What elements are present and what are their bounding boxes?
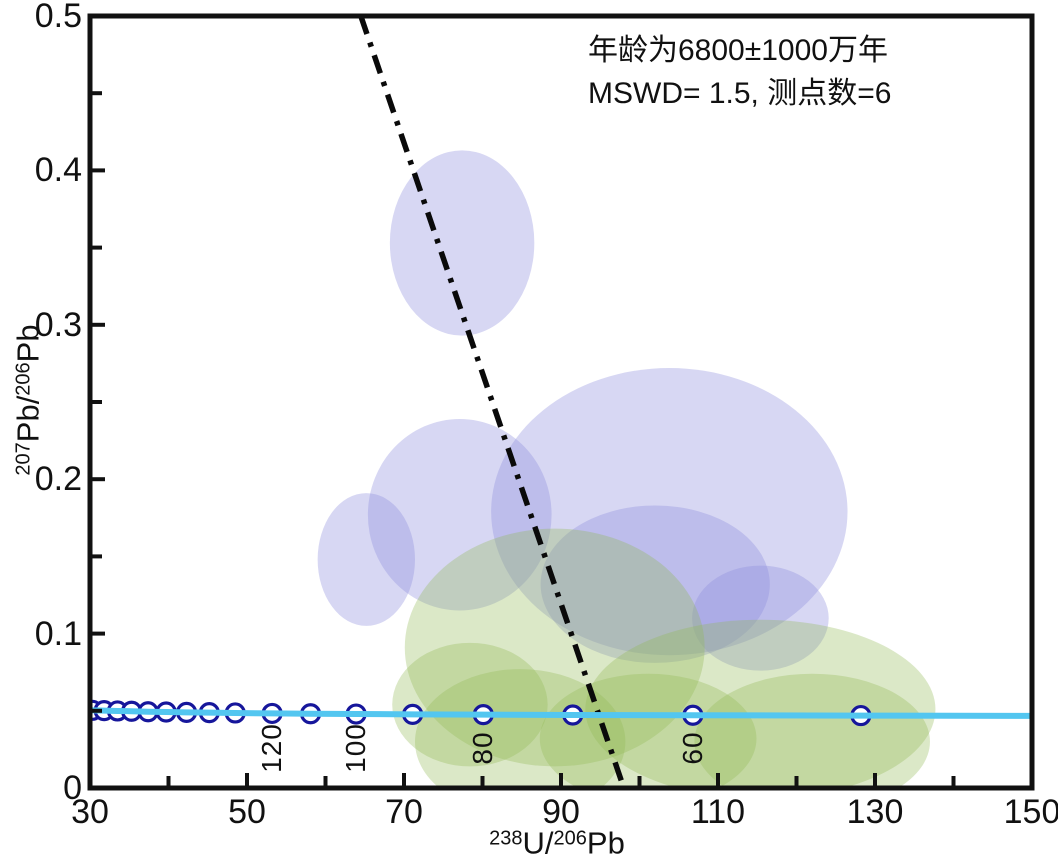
error-ellipse-blue [367,418,552,611]
x-axis-title: 238U/206Pb [489,828,625,859]
x-tick-label: 70 [385,793,423,831]
x-tick-label: 50 [228,793,266,831]
discordia-line [358,16,625,785]
x-tick-label: 30 [71,793,109,831]
y-tick-label: 0.1 [34,614,82,653]
error-ellipse-blue [317,493,415,626]
annotation-age-line: 年龄为6800±1000万年 [588,34,888,67]
error-ellipse-green [415,669,626,788]
concordia-age-label: 120 [256,723,288,773]
x-tick-label: 150 [1003,793,1058,831]
x-tick-label: 110 [690,793,746,831]
y-axis-title: 207Pb/206Pb [10,324,46,476]
error-ellipse-green [392,642,548,767]
error-ellipse-blue [692,565,829,671]
error-ellipse-green [585,619,936,788]
axis-title-text: U/ [522,825,554,861]
plot-area [90,16,1032,788]
y-tick-label: 0.5 [34,0,82,35]
axis-title-text: Pb/ [10,395,46,443]
y-tick-label: 0.2 [34,460,82,499]
concordia-age-label: 80 [467,731,499,765]
error-ellipse-green [694,673,930,788]
concordia-age-label: 60 [676,731,708,765]
x-tick-label: 130 [846,793,904,831]
y-tick-label: 0.3 [34,305,82,344]
isotope-superscript: 206 [12,362,35,396]
axis-title-text: Pb [586,825,625,861]
isotope-superscript: 238 [489,827,523,850]
y-tick-label: 0 [63,769,82,807]
y-tick-label: 0.4 [34,151,82,190]
x-tick-label: 90 [542,793,580,831]
annotation-mswd-line: MSWD= 1.5, 测点数=6 [588,76,892,110]
error-ellipse-blue [491,368,848,656]
concordia-line [90,707,1032,719]
isotope-superscript: 206 [553,827,587,850]
error-ellipse-green [539,673,757,788]
isotope-superscript: 207 [12,442,35,476]
error-ellipse-blue [389,150,535,336]
concordia-age-label: 100 [340,723,372,773]
annotation-box: 年龄为6800±1000万年 MSWD= 1.5, 测点数=6 [588,30,891,115]
error-ellipse-blue [540,505,770,663]
